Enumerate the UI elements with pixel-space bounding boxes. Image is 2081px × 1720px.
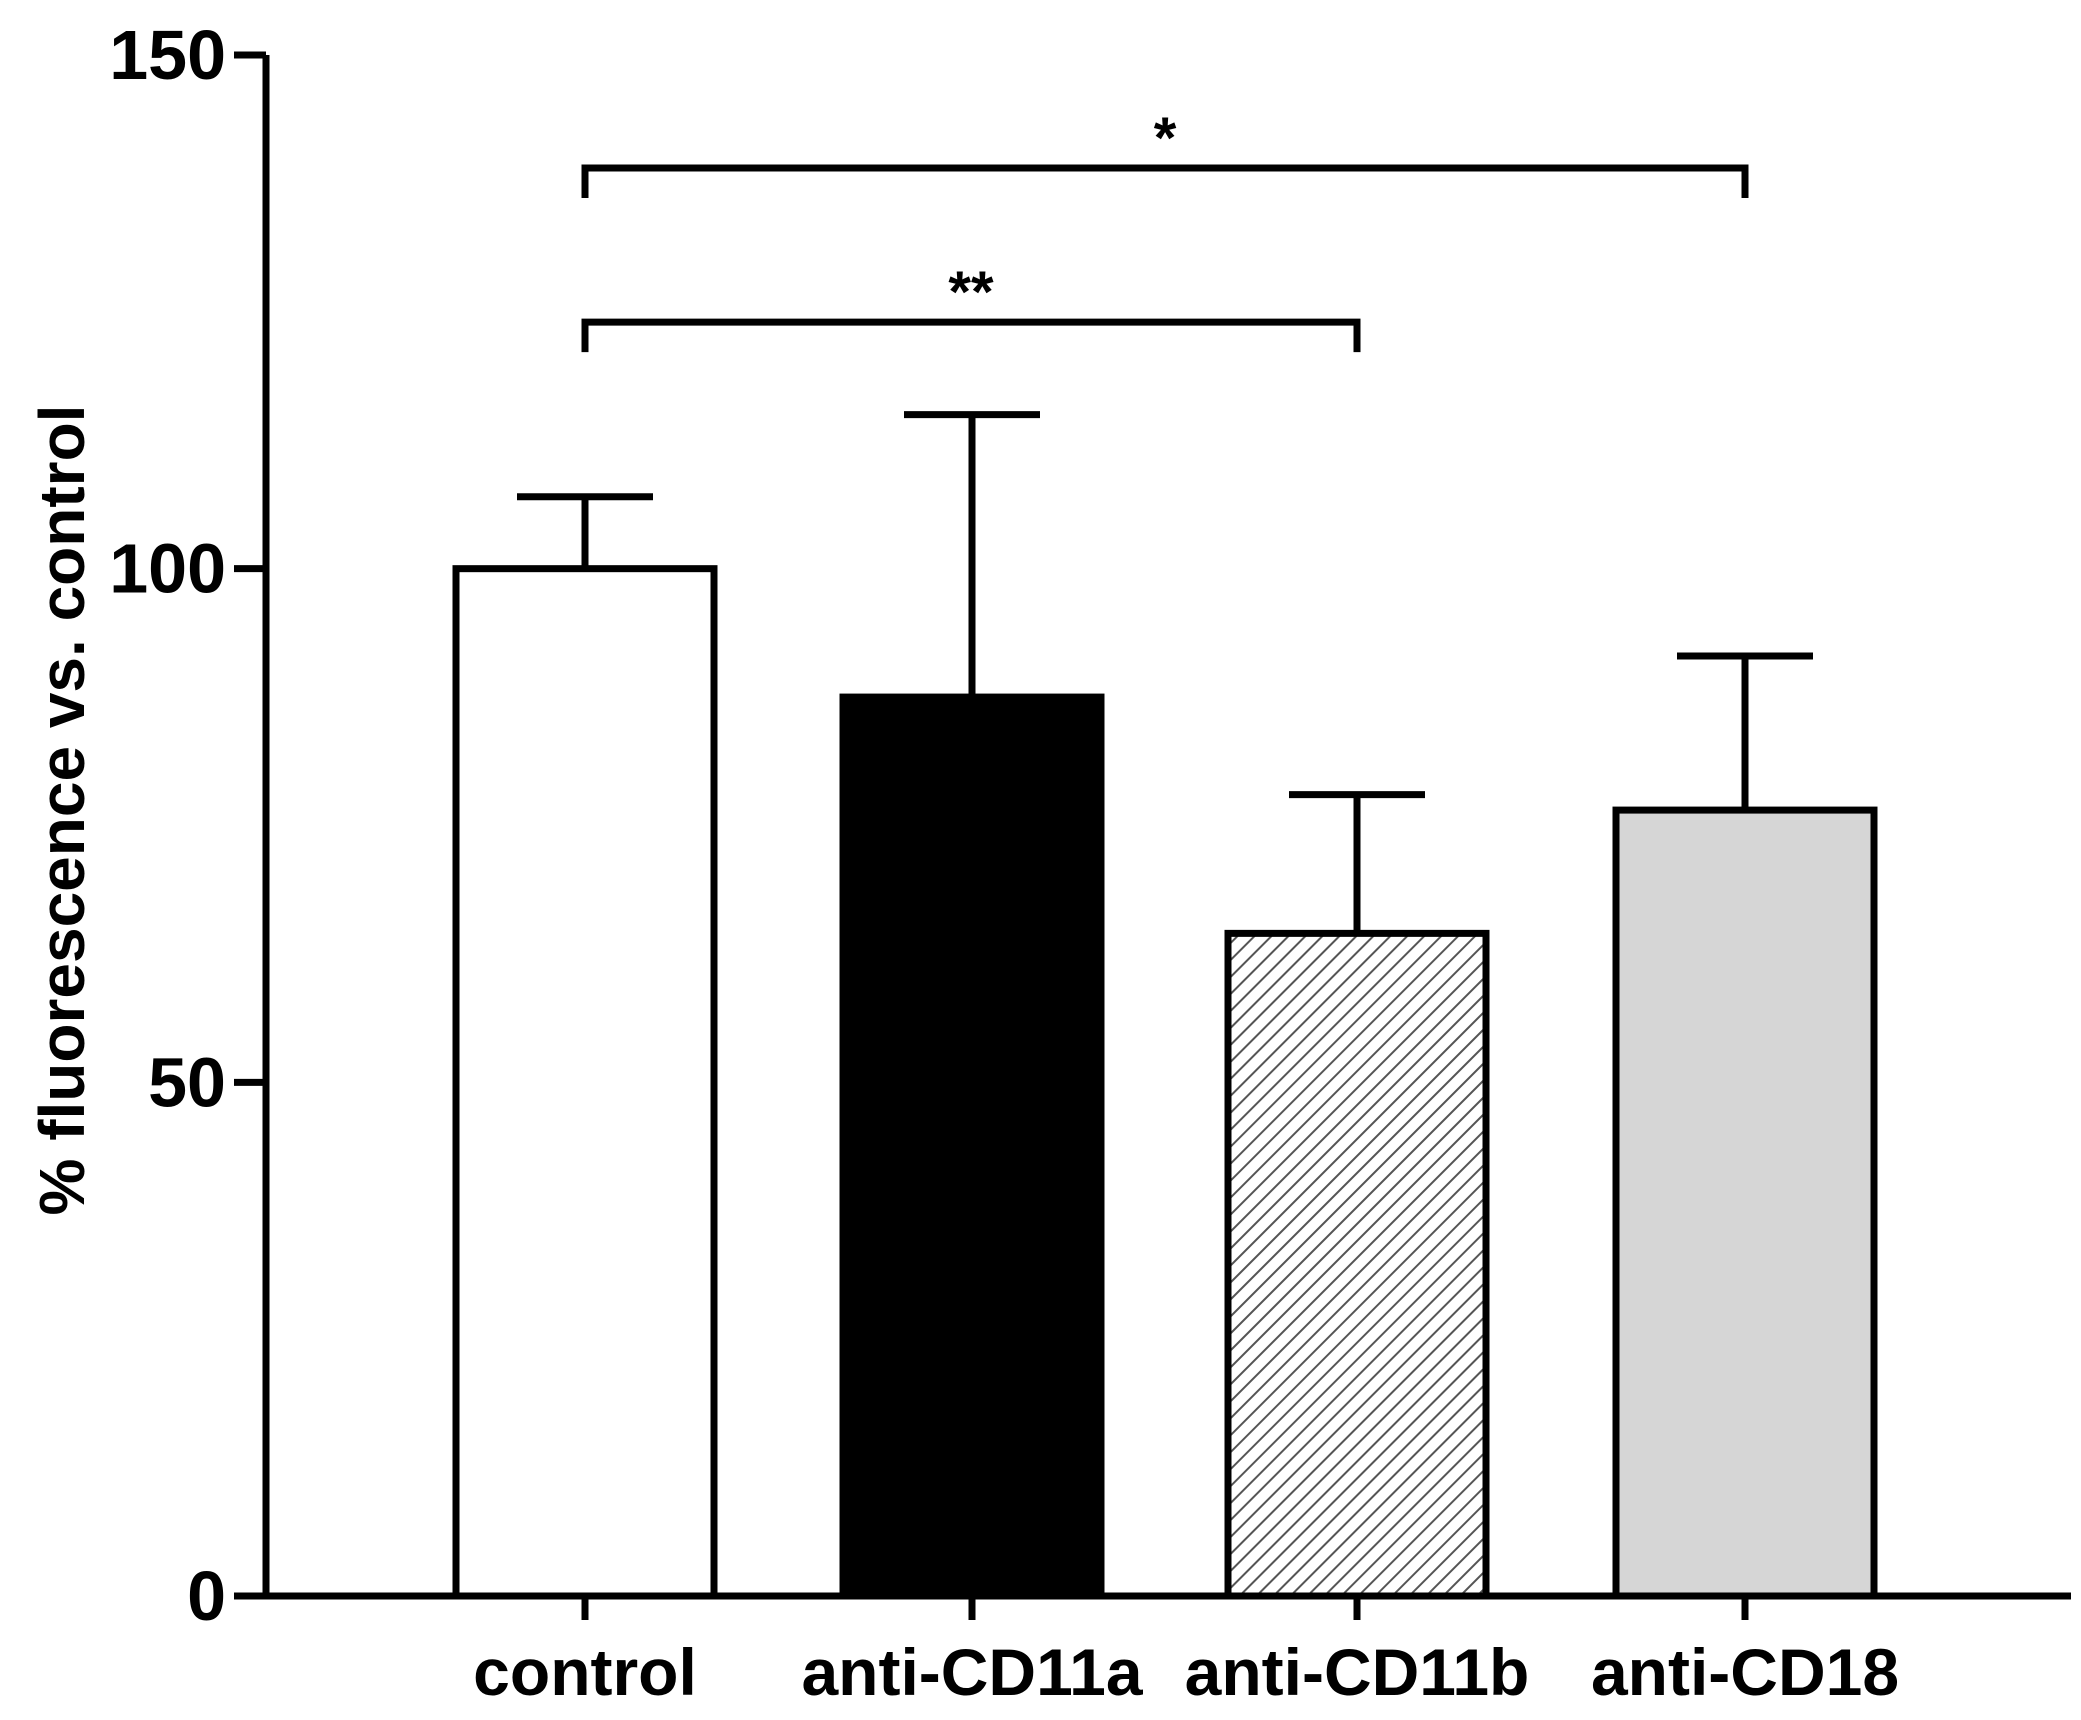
bar-anti-CD18 [1612, 806, 1878, 1600]
significance-bracket-0 [581, 164, 1749, 199]
bar-anti-CD11b [1224, 929, 1490, 1600]
significance-label-1: ** [948, 260, 994, 325]
significance-bracket-1 [581, 318, 1361, 353]
error-bars [517, 411, 1813, 934]
axis-labels: control anti-CD11a anti-CD11b anti-CD18 [473, 1635, 1899, 1709]
y-tick-label-100: 100 [109, 530, 226, 608]
significance-label-0: * [1154, 106, 1177, 171]
category-label-anti-CD18: anti-CD18 [1591, 1635, 1899, 1709]
y-tick-label-0: 0 [187, 1557, 226, 1635]
significance-brackets: *** [581, 106, 1749, 353]
bar-control [452, 565, 718, 1600]
bars [452, 565, 1878, 1600]
category-label-control: control [473, 1635, 697, 1709]
category-label-anti-CD11a: anti-CD11a [801, 1635, 1143, 1709]
y-tick-label-150: 150 [109, 16, 226, 94]
category-label-anti-CD11b: anti-CD11b [1185, 1635, 1530, 1709]
y-axis-label: % fluorescence vs. control [26, 405, 98, 1216]
bar-anti-CD11a [839, 693, 1105, 1600]
y-tick-label-50: 50 [148, 1043, 226, 1121]
